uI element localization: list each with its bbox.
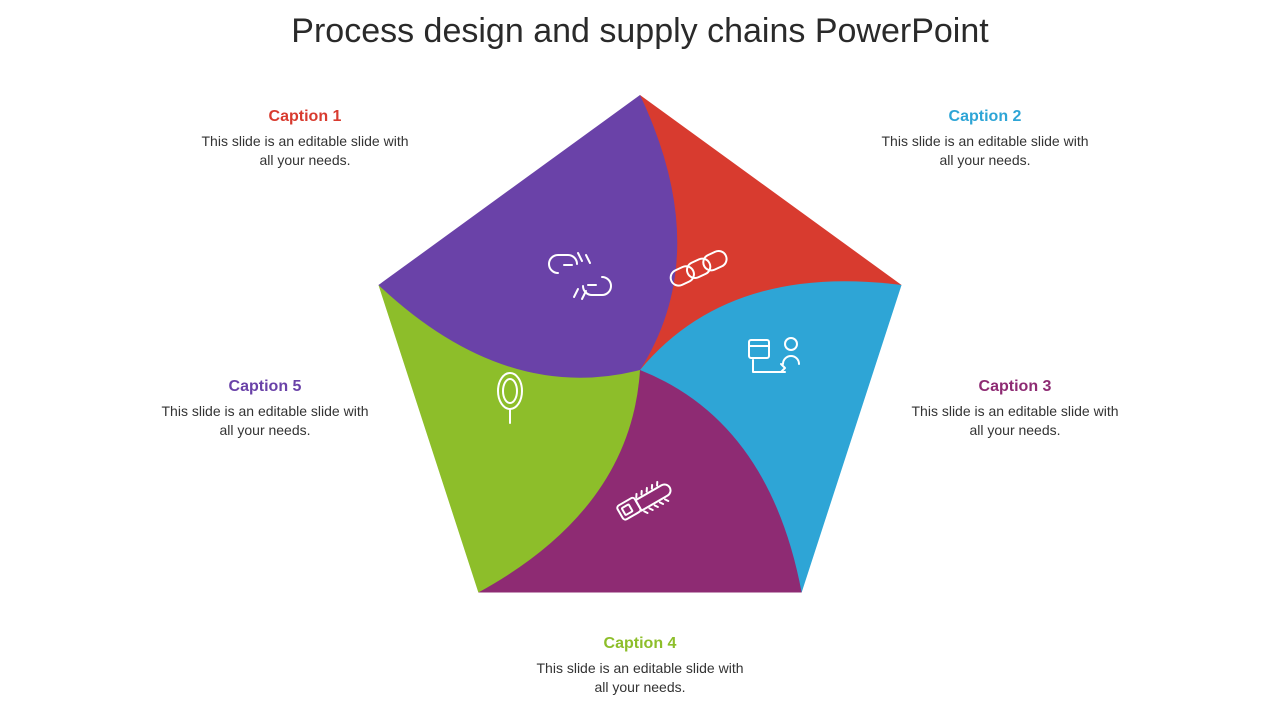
caption-4-title: Caption 4 (530, 635, 750, 653)
caption-1: Caption 1 This slide is an editable slide… (195, 108, 415, 170)
caption-3: Caption 3 This slide is an editable slide… (905, 378, 1125, 440)
caption-5-title: Caption 5 (155, 378, 375, 396)
caption-3-body: This slide is an editable slide with all… (905, 402, 1125, 440)
caption-3-title: Caption 3 (905, 378, 1125, 396)
caption-2-title: Caption 2 (875, 108, 1095, 126)
caption-5-body: This slide is an editable slide with all… (155, 402, 375, 440)
caption-1-title: Caption 1 (195, 108, 415, 126)
caption-4-body: This slide is an editable slide with all… (530, 659, 750, 697)
caption-2-body: This slide is an editable slide with all… (875, 132, 1095, 170)
caption-5: Caption 5 This slide is an editable slide… (155, 378, 375, 440)
caption-2: Caption 2 This slide is an editable slide… (875, 108, 1095, 170)
caption-1-body: This slide is an editable slide with all… (195, 132, 415, 170)
caption-4: Caption 4 This slide is an editable slide… (530, 635, 750, 697)
